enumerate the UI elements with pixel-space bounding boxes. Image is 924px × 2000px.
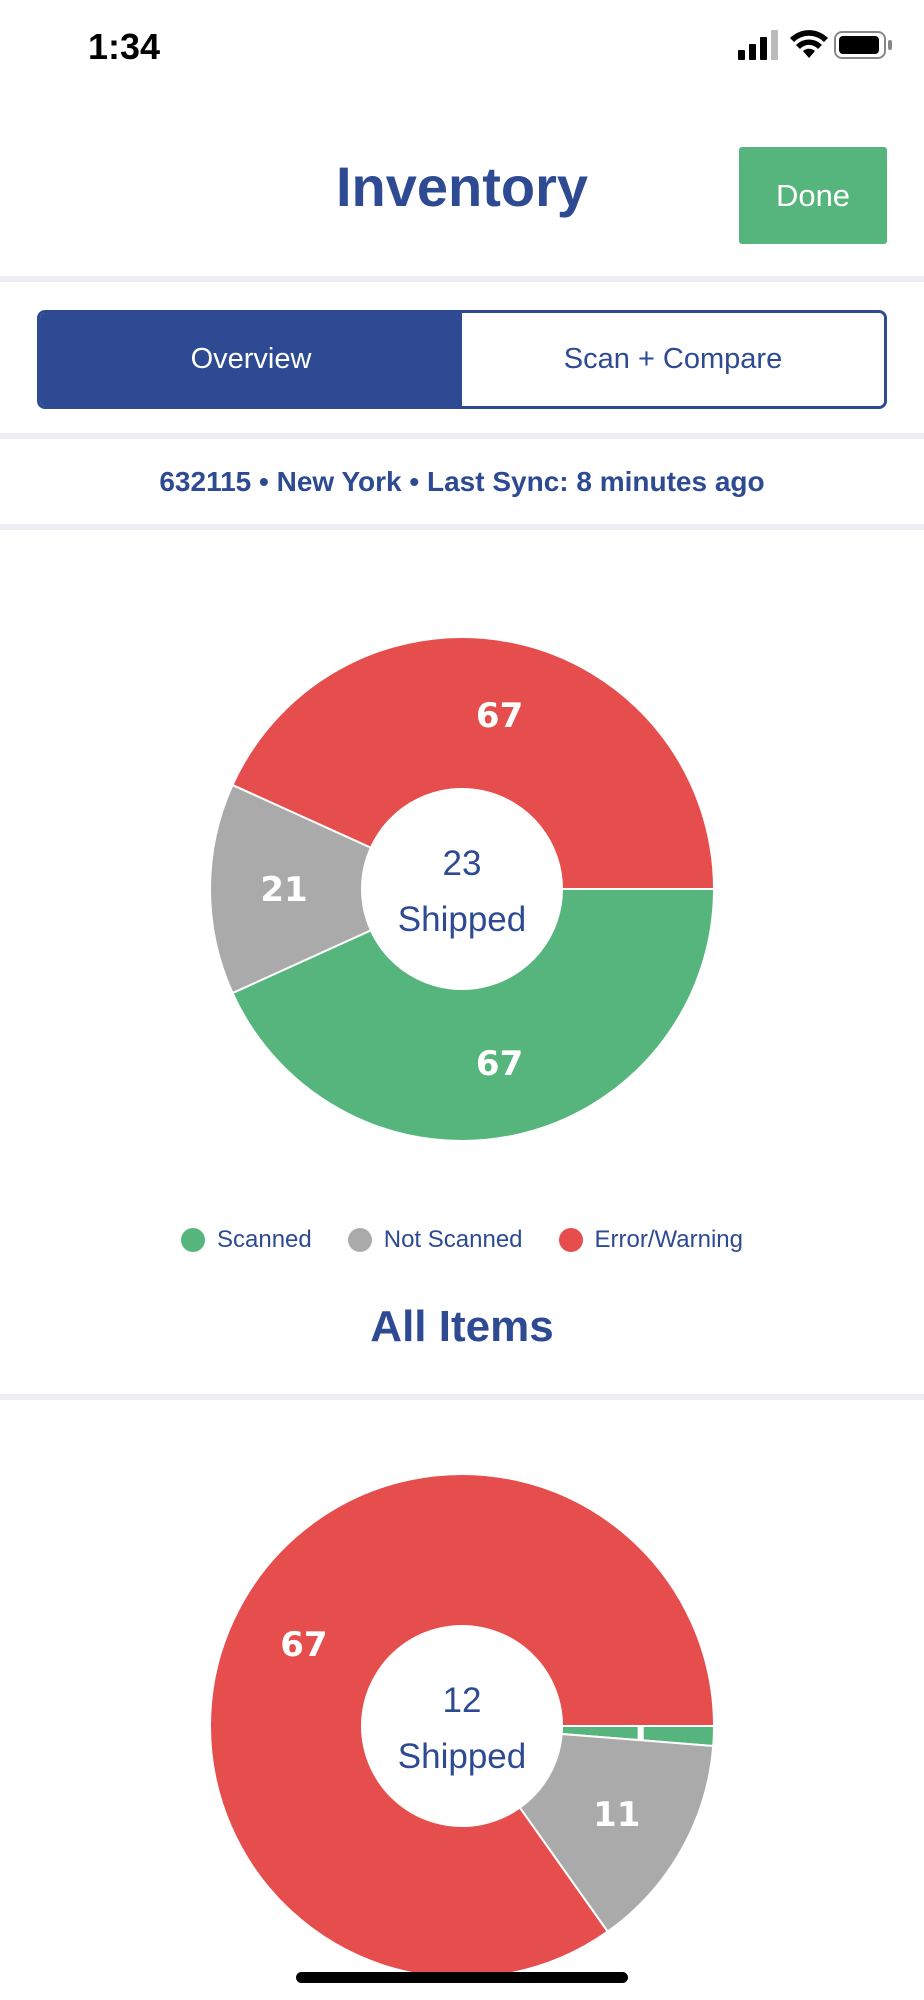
legend-item-error-warning: Error/Warning	[558, 1226, 743, 1254]
donut-slice-error-warning	[231, 636, 716, 890]
divider	[0, 276, 924, 282]
done-button[interactable]: Done	[739, 147, 887, 244]
status-bar: 1:34	[0, 0, 924, 100]
legend-item-not-scanned: Not Scanned	[347, 1226, 523, 1254]
store-sync-info: 632115 • New York • Last Sync: 8 minutes…	[159, 466, 765, 497]
donut-slice-scanned	[231, 888, 716, 1142]
legend-item-scanned: Scanned	[181, 1226, 312, 1254]
section-title-all-items: All Items	[370, 1302, 554, 1351]
error-dot-icon	[558, 1228, 583, 1252]
divider	[0, 433, 924, 439]
divider	[0, 1394, 924, 1400]
segmented-tabs: Overview Scan + Compare	[37, 310, 887, 409]
home-indicator	[296, 1972, 628, 1983]
slice-label: 67	[476, 696, 523, 736]
slice-label: 21	[260, 870, 307, 910]
donut-center-label: Shipped	[398, 900, 526, 939]
page-title: Inventory	[335, 155, 589, 218]
shipped-donut-chart: 67 21 67 23 Shipped	[209, 636, 716, 1142]
legend-label: Not Scanned	[383, 1226, 523, 1253]
legend-label: Error/Warning	[594, 1226, 743, 1253]
wifi-icon	[790, 30, 828, 58]
chart-legend: Scanned Not Scanned Error/Warning	[0, 1226, 924, 1254]
not-scanned-dot-icon	[347, 1228, 372, 1252]
donut-center-label: Shipped	[398, 1737, 526, 1776]
donut-slice-error-warning	[209, 1473, 716, 1979]
tab-scan-compare[interactable]: Scan + Compare	[462, 313, 884, 406]
header: Inventory Done	[0, 100, 924, 276]
donut-center-value: 23	[443, 844, 482, 883]
donut-slice-not-scanned	[518, 1732, 715, 1934]
legend-label: Scanned	[217, 1226, 312, 1253]
tab-overview[interactable]: Overview	[40, 313, 462, 406]
scanned-dot-icon	[181, 1228, 205, 1252]
signal-icon	[738, 30, 778, 60]
slice-label: 11	[593, 1795, 640, 1835]
donut-slice-not-scanned	[209, 783, 373, 995]
status-time: 1:34	[88, 26, 161, 67]
battery-icon	[834, 31, 892, 59]
divider	[0, 524, 924, 530]
slice-label: 67	[476, 1044, 523, 1084]
donut-center-value: 12	[443, 1681, 482, 1720]
slice-label: 67	[280, 1625, 327, 1665]
